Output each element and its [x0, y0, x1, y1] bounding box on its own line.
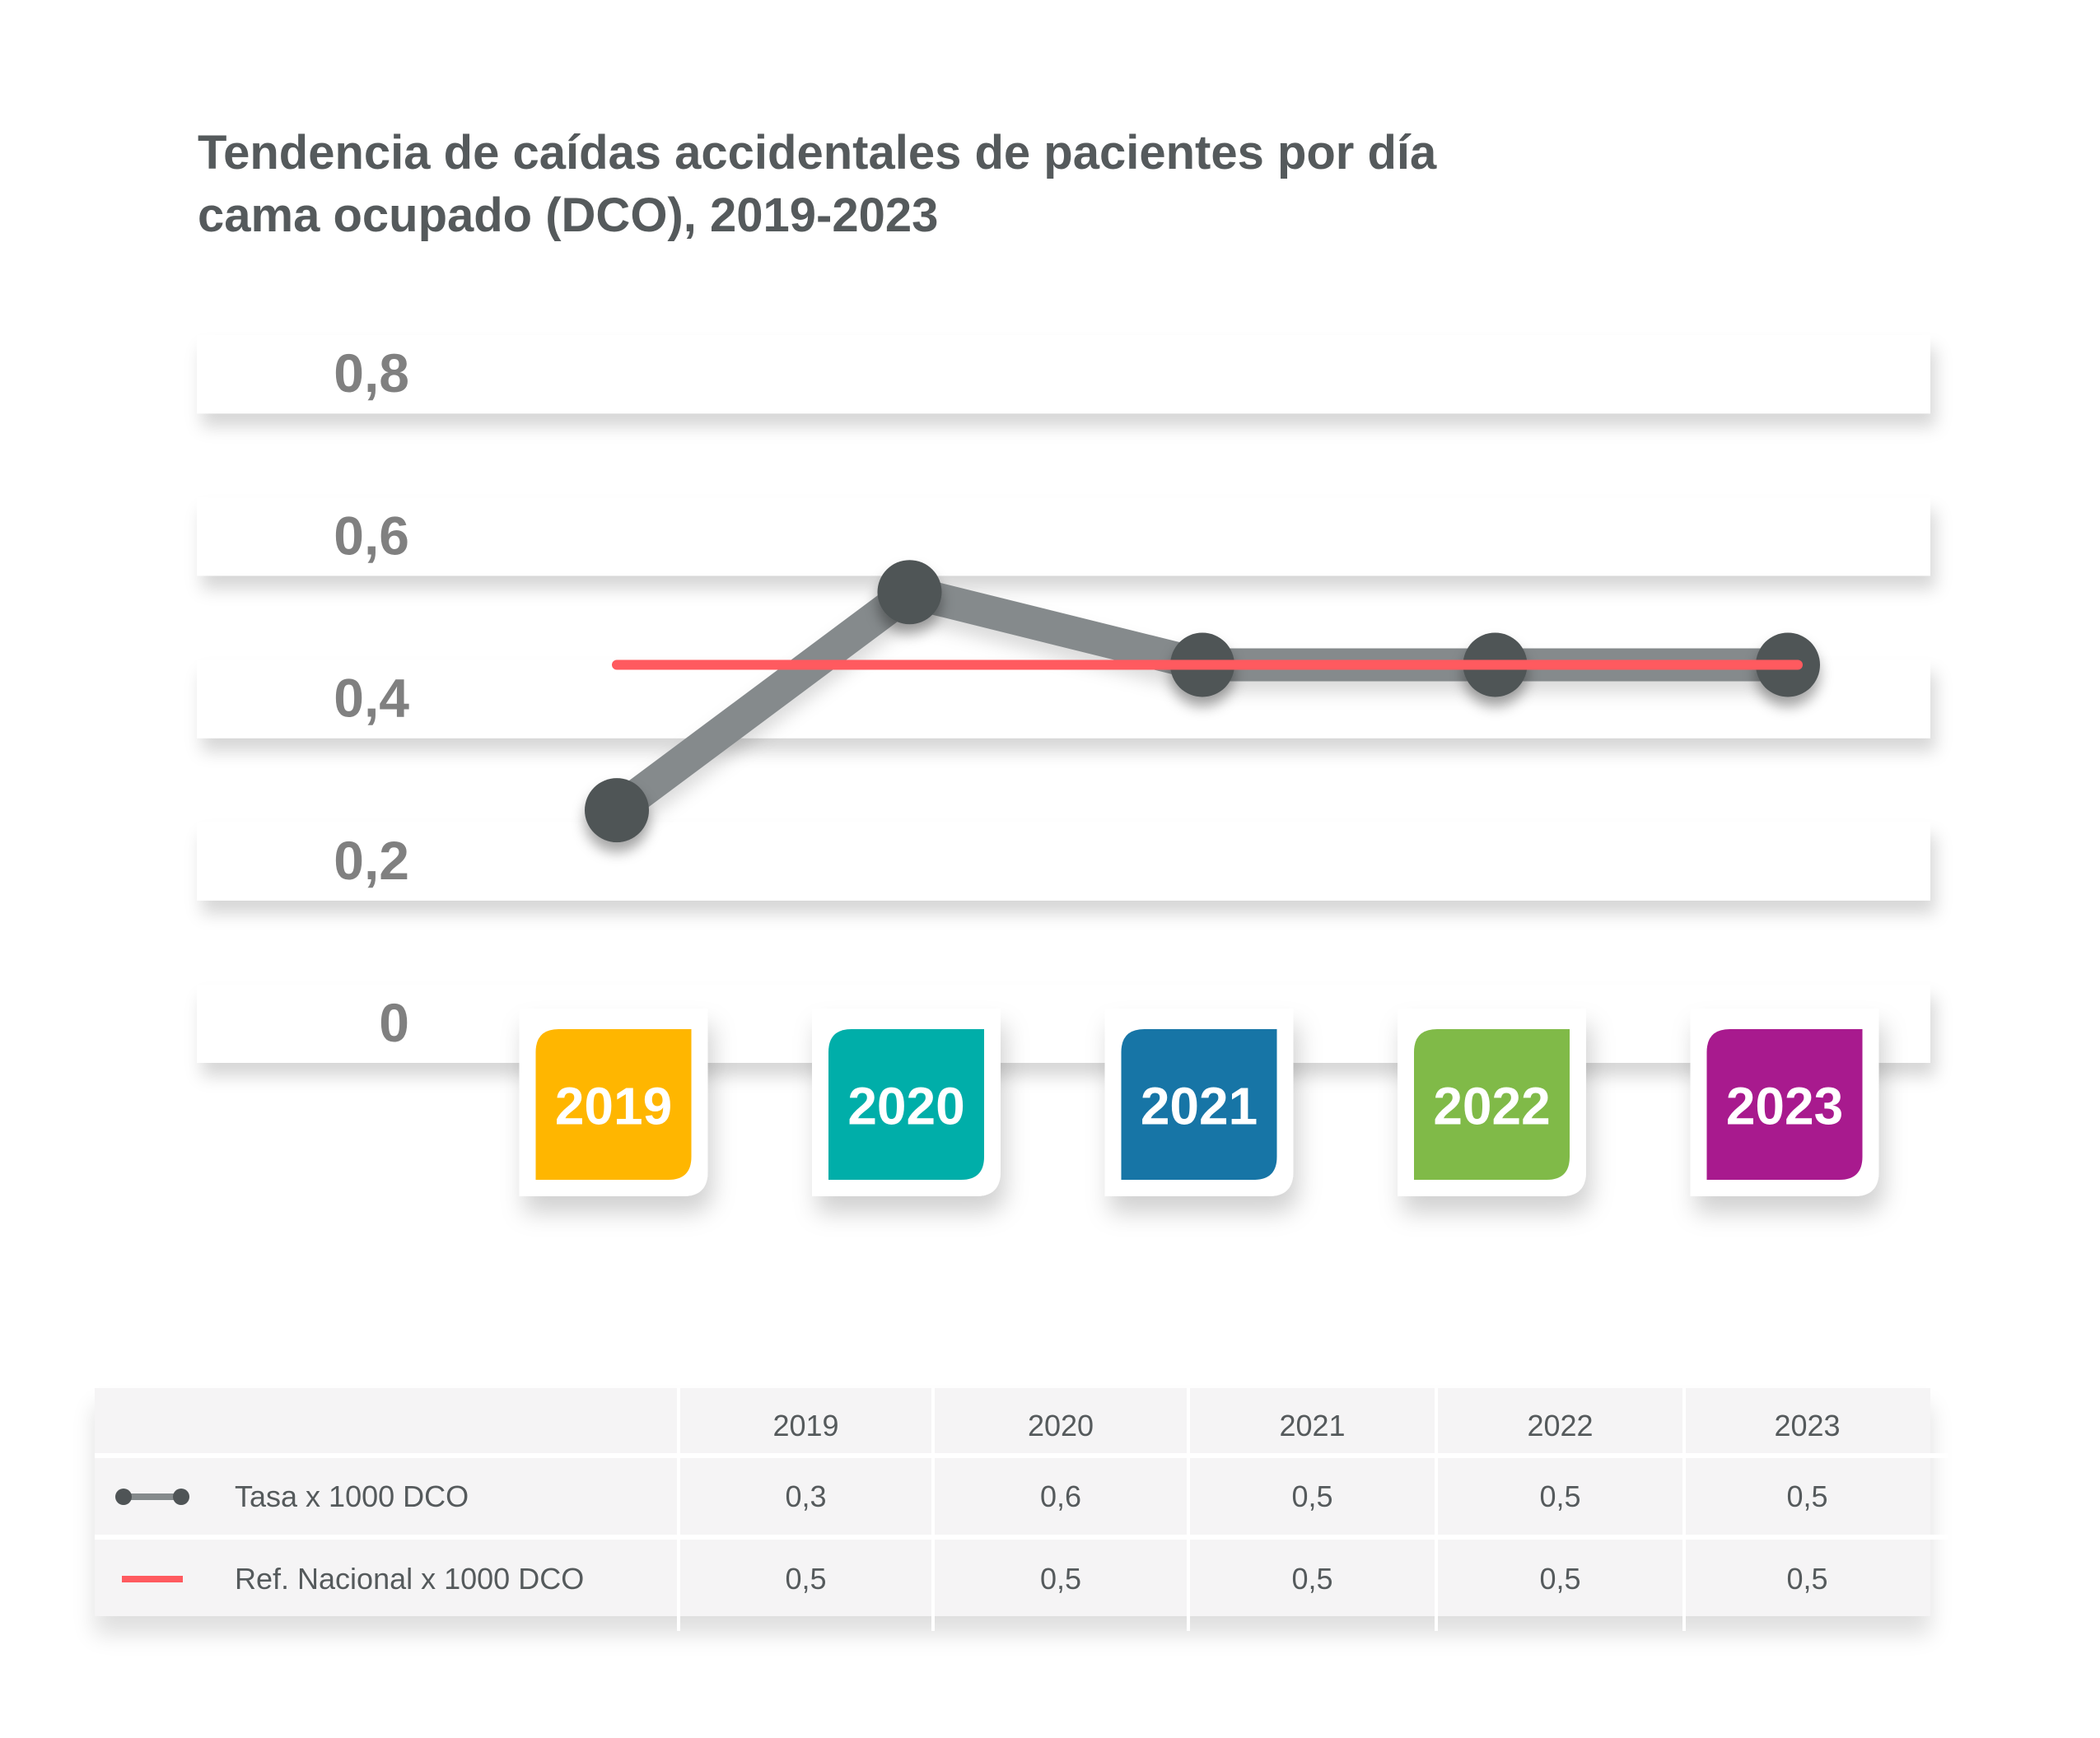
data-point: [585, 778, 649, 843]
series-label-cell: Tasa x 1000 DCO: [95, 1459, 679, 1535]
x-tick-label: 2021: [1141, 1077, 1258, 1136]
year-card: [1121, 1029, 1277, 1180]
x-tick-label: 2023: [1726, 1077, 1843, 1136]
y-tick-label: 0: [379, 992, 409, 1053]
table-cell: 0,5: [1539, 1561, 1581, 1596]
chart-title-line-1: Tendencia de caídas accidentales de paci…: [198, 126, 1437, 179]
gray-line-with-dots-icon: [115, 1484, 189, 1509]
table-row: Tasa x 1000 DCO 0,3 0,6 0,5 0,5 0,5: [95, 1459, 1930, 1535]
row-divider: [95, 1453, 1948, 1458]
line-chart: 0 0,2 0,4 0,6 0,8 2019 2020 2021 2022 20…: [197, 335, 1930, 1196]
table-header-cell: 2020: [1027, 1409, 1094, 1442]
table-row: Ref. Nacional x 1000 DCO 0,5 0,5 0,5 0,5…: [95, 1541, 1930, 1616]
table-header-cell: [95, 1388, 679, 1453]
data-table: 2019 2020 2021 2022 2023 Tasa x 1000 DCO…: [95, 1388, 1948, 1631]
y-grid-bands: [197, 335, 1930, 1063]
table-header-cell: 2023: [1774, 1409, 1841, 1442]
column-divider: [677, 1388, 680, 1631]
year-card: [535, 1029, 692, 1180]
column-divider: [1435, 1388, 1438, 1631]
y-tick-label: 0,8: [334, 342, 409, 403]
table-cell: 0,5: [1291, 1561, 1333, 1596]
red-line-icon: [115, 1567, 189, 1591]
y-tick-label: 0,4: [334, 668, 409, 729]
x-tick-label: 2020: [847, 1077, 964, 1136]
series-label: Ref. Nacional x 1000 DCO: [235, 1561, 585, 1596]
table-cell: 0,6: [1039, 1479, 1082, 1513]
year-card: [1414, 1029, 1570, 1180]
series-label-cell: Ref. Nacional x 1000 DCO: [95, 1541, 679, 1616]
table-cell: 0,5: [1291, 1479, 1333, 1513]
y-tick-label: 0,2: [334, 830, 409, 891]
table-cell: 0,5: [785, 1561, 827, 1596]
table-cell: 0,3: [785, 1479, 827, 1513]
table-header-cell: 2021: [1279, 1409, 1346, 1442]
data-point: [877, 560, 942, 625]
grid-band: [197, 985, 1930, 1063]
column-divider: [931, 1388, 935, 1631]
year-card: [828, 1029, 984, 1180]
table-header-row: 2019 2020 2021 2022 2023: [95, 1388, 1930, 1453]
table-cell: 0,5: [1539, 1479, 1581, 1513]
grid-band: [197, 822, 1930, 901]
chart-title: Tendencia de caídas accidentales de paci…: [198, 122, 1680, 247]
year-card: [1706, 1029, 1863, 1180]
row-divider: [95, 1535, 1948, 1540]
grid-band: [197, 497, 1930, 576]
table-header-cell: 2022: [1527, 1409, 1594, 1442]
series-label: Tasa x 1000 DCO: [235, 1479, 469, 1513]
table-cell: 0,5: [1786, 1561, 1828, 1596]
y-tick-label: 0,6: [334, 505, 409, 566]
column-divider: [1187, 1388, 1190, 1631]
table-cell: 0,5: [1786, 1479, 1828, 1513]
table-cell: 0,5: [1039, 1561, 1082, 1596]
column-divider: [1682, 1388, 1686, 1631]
grid-band: [197, 335, 1930, 414]
x-axis-year-cards: [519, 1009, 1879, 1196]
series-layer: [585, 560, 1820, 843]
chart-title-line-2: cama ocupado (DCO), 2019-2023: [198, 189, 939, 242]
x-tick-label: 2022: [1433, 1077, 1550, 1136]
y-axis-ticks: 0 0,2 0,4 0,6 0,8: [334, 342, 409, 1053]
x-tick-label: 2019: [555, 1077, 672, 1136]
x-axis-labels: 2019 2020 2021 2022 2023: [555, 1077, 1843, 1136]
table-header-cell: 2019: [772, 1409, 839, 1442]
